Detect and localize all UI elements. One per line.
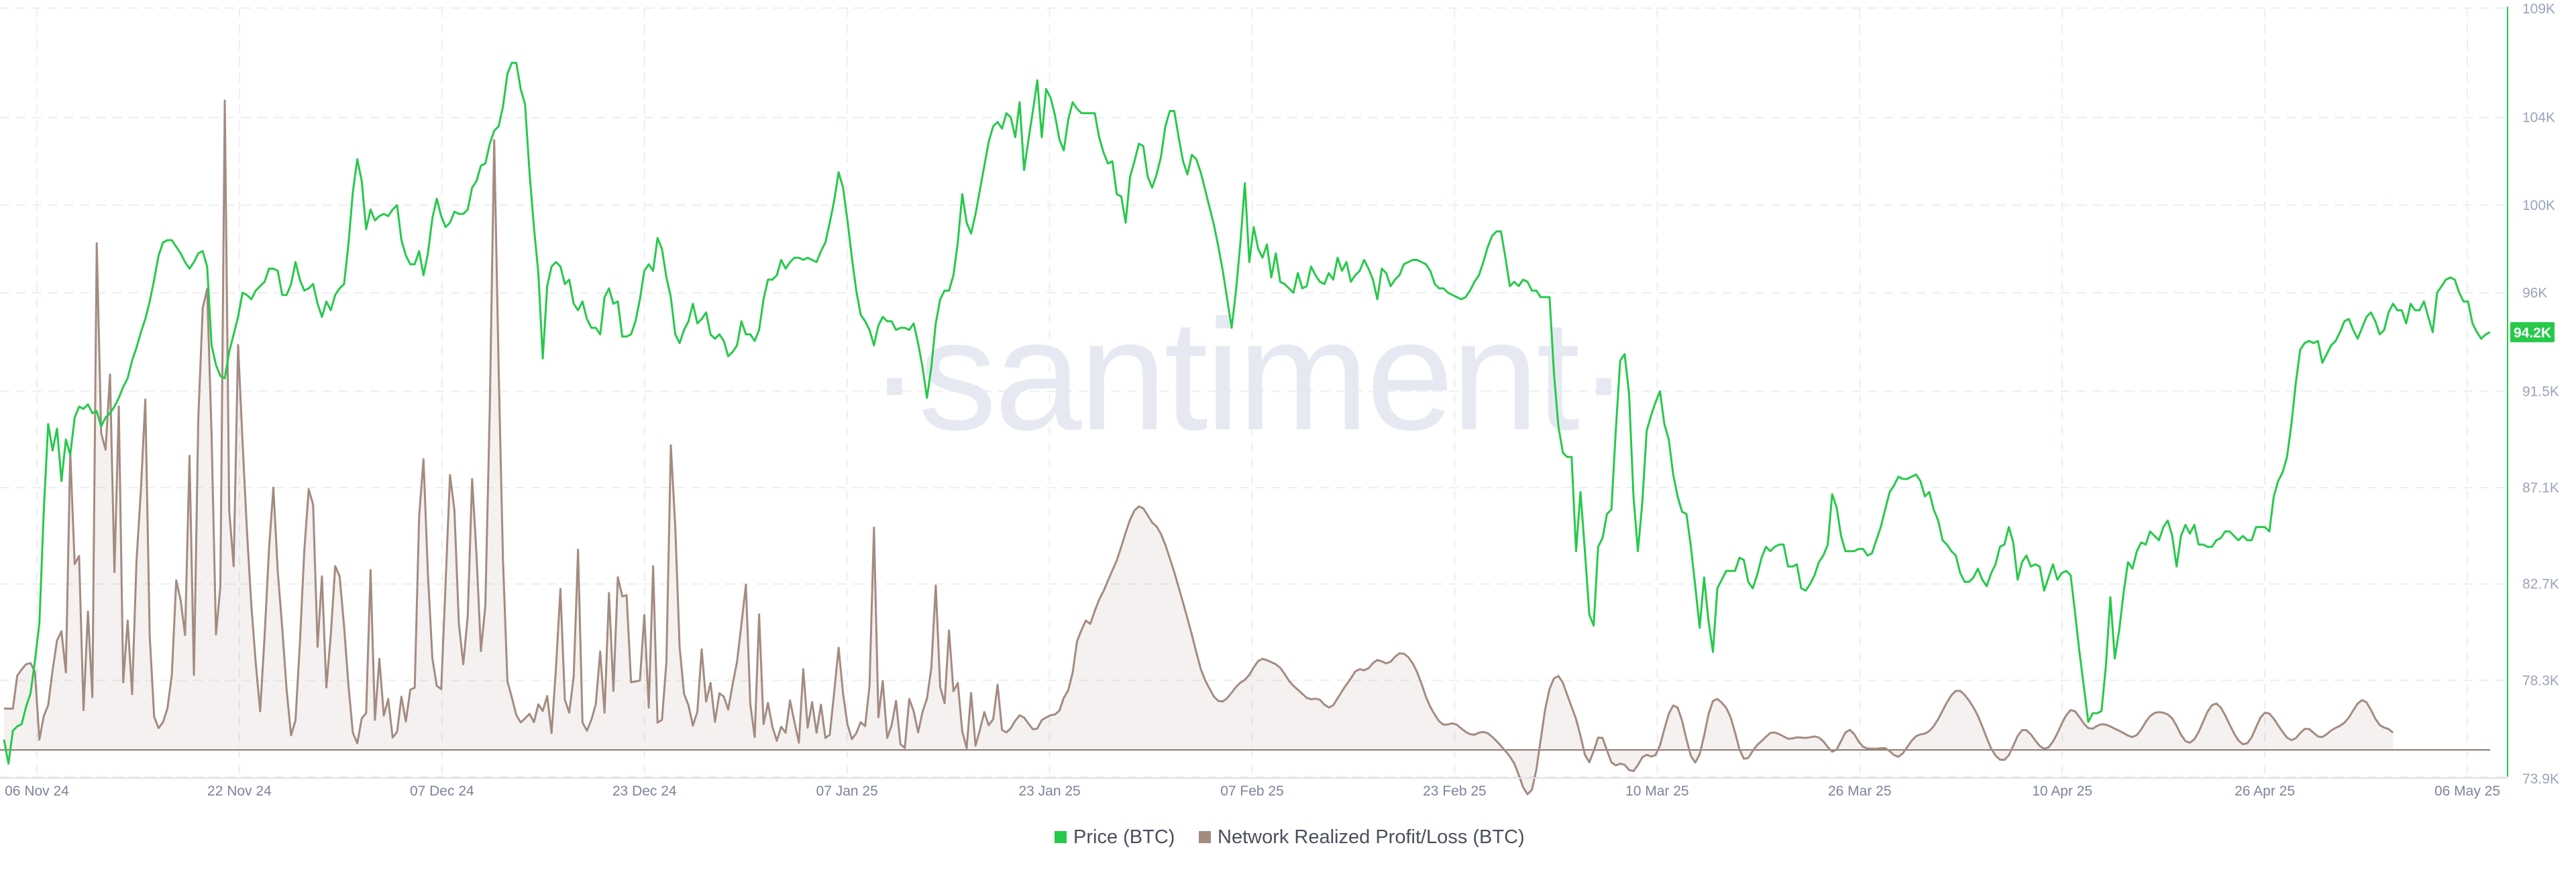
legend-label: Network Realized Profit/Loss (BTC) xyxy=(1218,826,1525,848)
legend-label: Price (BTC) xyxy=(1073,826,1175,848)
x-tick-label: 07 Jan 25 xyxy=(816,783,878,799)
x-tick-label: 07 Dec 24 xyxy=(410,783,474,799)
legend-swatch xyxy=(1055,831,1067,843)
x-tick-label: 26 Mar 25 xyxy=(1828,783,1892,799)
santiment-watermark: ·santiment· xyxy=(868,286,1627,463)
x-tick-label: 06 Nov 24 xyxy=(5,783,69,799)
realized-pl-series xyxy=(0,99,2490,796)
y-tick-label: 73.9K xyxy=(2522,771,2559,787)
y-tick-label: 96K xyxy=(2522,285,2547,301)
legend-swatch xyxy=(1199,831,1211,843)
x-tick-label: 22 Nov 24 xyxy=(207,783,272,799)
current-price-badge: 94.2K xyxy=(2510,322,2555,343)
realized-pl-area xyxy=(4,101,2394,795)
x-tick-label: 10 Apr 25 xyxy=(2032,783,2092,799)
x-tick-label: 10 Mar 25 xyxy=(1625,783,1689,799)
y-tick-label: 87.1K xyxy=(2522,480,2559,496)
y-tick-label: 100K xyxy=(2522,198,2555,213)
x-tick-label: 26 Apr 25 xyxy=(2235,783,2295,799)
y-tick-label: 82.7K xyxy=(2522,577,2559,592)
x-tick-label: 23 Dec 24 xyxy=(612,783,677,799)
legend-item[interactable]: Price (BTC) xyxy=(1055,826,1175,848)
legend-item[interactable]: Network Realized Profit/Loss (BTC) xyxy=(1199,826,1525,848)
realized-pl-line xyxy=(3,99,2394,796)
legend[interactable]: Price (BTC) Network Realized Profit/Loss … xyxy=(1055,826,1525,848)
y-tick-label: 109K xyxy=(2522,1,2555,17)
x-tick-label: 06 May 25 xyxy=(2434,783,2500,799)
price-line xyxy=(3,62,2491,765)
y-tick-label: 78.3K xyxy=(2522,673,2559,688)
x-tick-label: 23 Jan 25 xyxy=(1018,783,1080,799)
y-tick-label: 91.5K xyxy=(2522,384,2559,399)
y-axis-ticks: 109K 104K 100K 96K 91.5K 87.1K 82.7K 78.3K 73.9K xyxy=(2522,1,2559,787)
price-series xyxy=(3,62,2491,765)
x-tick-label: 07 Feb 25 xyxy=(1220,783,1284,799)
y-tick-label: 104K xyxy=(2522,110,2555,125)
x-axis-ticks: 06 Nov 24 22 Nov 24 07 Dec 24 23 Dec 24 07 J… xyxy=(5,783,2500,799)
current-price-label: 94.2K xyxy=(2514,325,2551,341)
x-tick-label: 23 Feb 25 xyxy=(1423,783,1487,799)
